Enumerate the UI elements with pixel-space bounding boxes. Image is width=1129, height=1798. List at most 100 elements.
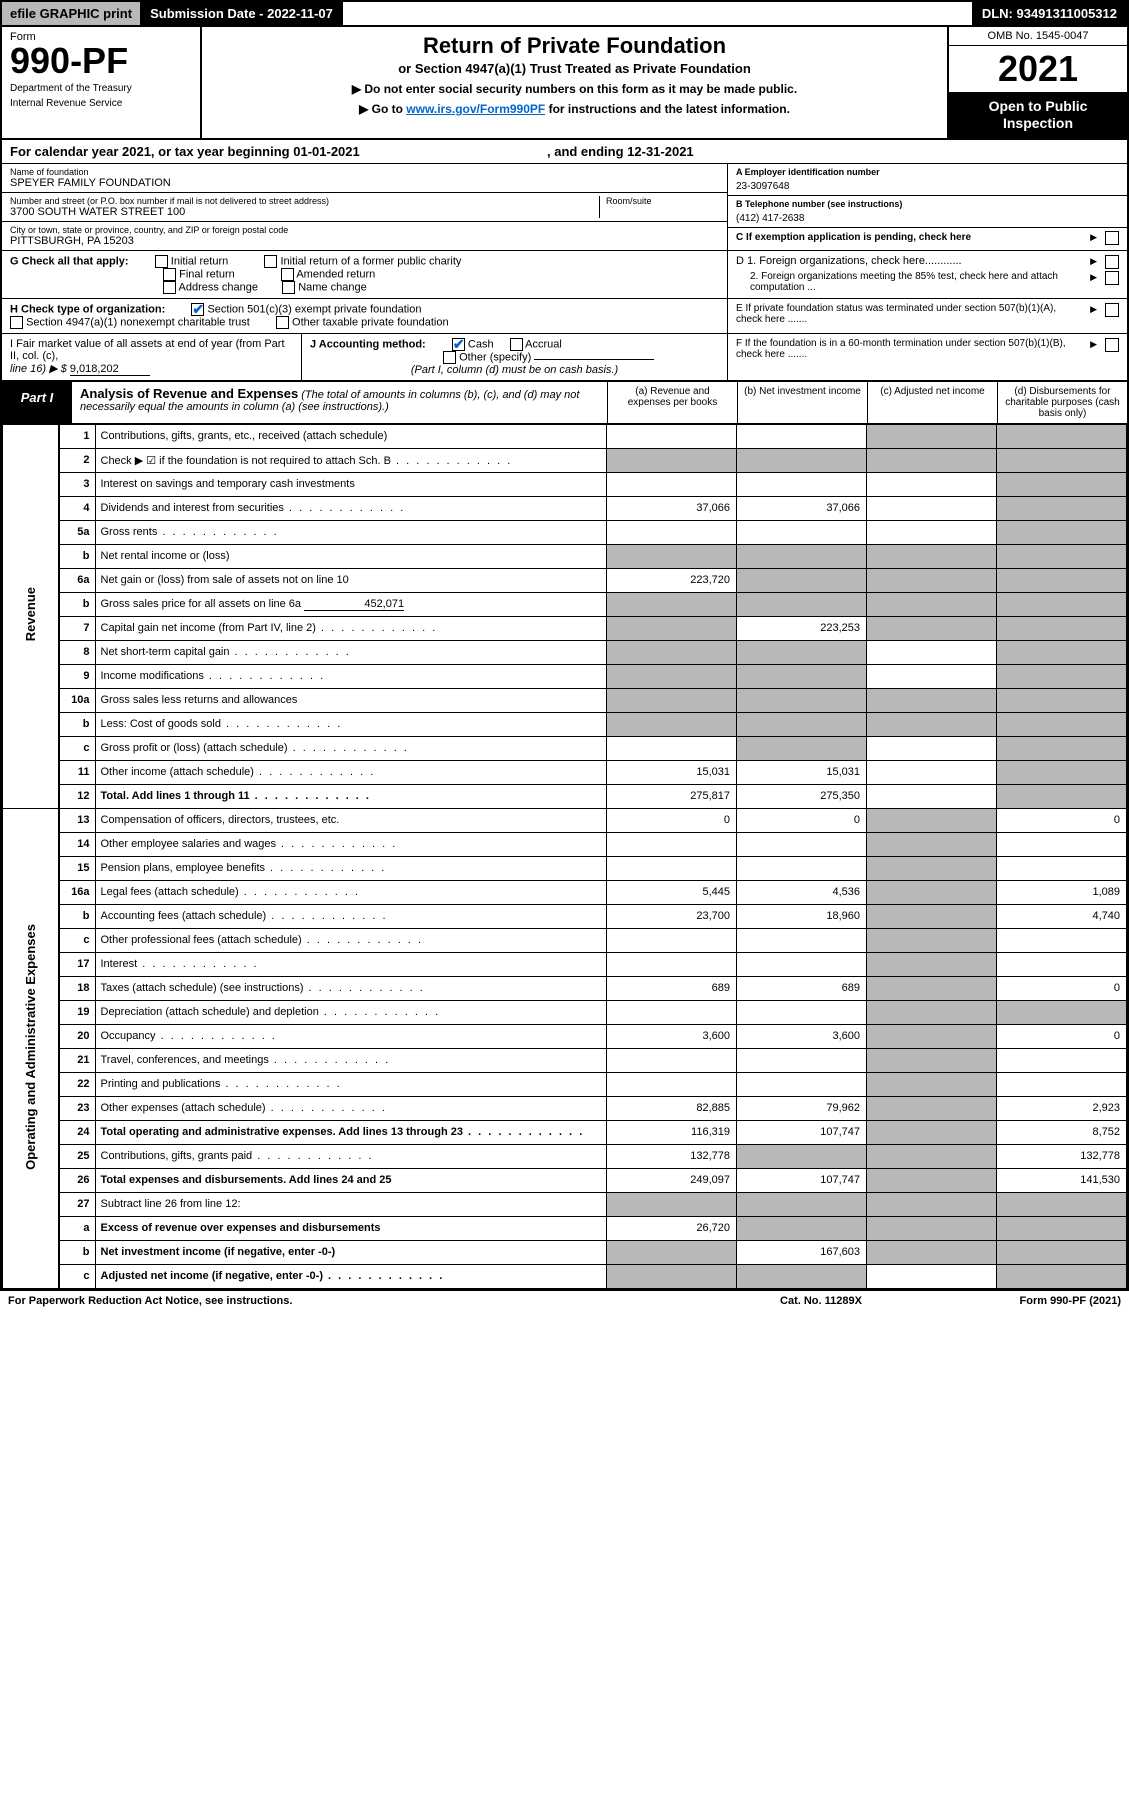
dept-irs: Internal Revenue Service	[10, 98, 192, 109]
form-instruction-2: ▶ Go to www.irs.gov/Form990PF for instru…	[210, 102, 939, 116]
f-cell: F If the foundation is in a 60-month ter…	[727, 334, 1127, 380]
g-left: G Check all that apply: Initial return I…	[2, 251, 727, 298]
foundation-name: SPEYER FAMILY FOUNDATION	[10, 177, 719, 189]
h-left: H Check type of organization: Section 50…	[2, 299, 727, 333]
j-label: J Accounting method:	[310, 338, 426, 350]
line-number: 27	[59, 1192, 95, 1216]
cb-cash[interactable]	[452, 338, 465, 351]
amt-cell: 0	[607, 808, 737, 832]
opt-other: Other (specify)	[459, 351, 531, 363]
cb-amended[interactable]	[281, 268, 294, 281]
subdate-label: Submission Date -	[150, 6, 267, 21]
amt-cell: 1,089	[997, 880, 1127, 904]
form-instruction-1: ▶ Do not enter social security numbers o…	[210, 82, 939, 96]
line-number: 14	[59, 832, 95, 856]
cb-other-taxable[interactable]	[276, 316, 289, 329]
footer-formref: Form 990-PF (2021)	[921, 1295, 1121, 1307]
cb-4947[interactable]	[10, 316, 23, 329]
line-desc: Other income (attach schedule)	[95, 760, 607, 784]
line-number: b	[59, 712, 95, 736]
amt-cell: 2,923	[997, 1096, 1127, 1120]
amt-cell	[607, 928, 737, 952]
amt-cell	[737, 472, 867, 496]
i-value: 9,018,202	[70, 363, 150, 376]
amt-cell	[737, 544, 867, 568]
opt-4947: Section 4947(a)(1) nonexempt charitable …	[26, 316, 250, 328]
amt-cell	[737, 640, 867, 664]
line-number: 18	[59, 976, 95, 1000]
arrow-icon	[1090, 255, 1099, 269]
amt-cell	[867, 976, 997, 1000]
c-label: C If exemption application is pending, c…	[736, 232, 1084, 243]
amt-cell	[607, 736, 737, 760]
amt-cell	[997, 832, 1127, 856]
amt-cell: 132,778	[997, 1144, 1127, 1168]
cb-initial[interactable]	[155, 255, 168, 268]
amt-cell	[737, 568, 867, 592]
amt-cell	[737, 424, 867, 448]
amt-cell	[607, 544, 737, 568]
amt-cell	[867, 1048, 997, 1072]
checkbox-c[interactable]	[1105, 231, 1119, 245]
amt-cell	[997, 688, 1127, 712]
spacer	[343, 2, 972, 25]
cb-final[interactable]	[163, 268, 176, 281]
arrow-icon	[1090, 232, 1099, 243]
line-desc: Gross sales less returns and allowances	[95, 688, 607, 712]
cb-name[interactable]	[282, 281, 295, 294]
line-number: 25	[59, 1144, 95, 1168]
line-desc: Legal fees (attach schedule)	[95, 880, 607, 904]
checkbox-d2[interactable]	[1105, 271, 1119, 285]
opt-name: Name change	[298, 281, 367, 293]
section-c-cell: C If exemption application is pending, c…	[728, 228, 1127, 248]
amt-cell: 689	[737, 976, 867, 1000]
line-desc: Travel, conferences, and meetings	[95, 1048, 607, 1072]
amt-cell	[997, 496, 1127, 520]
amt-cell: 3,600	[737, 1024, 867, 1048]
checkbox-d1[interactable]	[1105, 255, 1119, 269]
line-desc: Net investment income (if negative, ente…	[95, 1240, 607, 1264]
cb-other[interactable]	[443, 351, 456, 364]
line-desc: Income modifications	[95, 664, 607, 688]
amt-cell	[737, 448, 867, 472]
goto-suffix: for instructions and the latest informat…	[545, 102, 790, 116]
submission-date: Submission Date - 2022-11-07	[140, 2, 343, 25]
ein-label: A Employer identification number	[736, 167, 1119, 177]
amt-cell: 4,536	[737, 880, 867, 904]
line-desc: Check ▶ ☑ if the foundation is not requi…	[95, 448, 607, 472]
amt-cell	[607, 448, 737, 472]
cb-initial-former[interactable]	[264, 255, 277, 268]
line-number: 9	[59, 664, 95, 688]
g-row: G Check all that apply: Initial return I…	[2, 251, 1127, 299]
checkbox-e[interactable]	[1105, 303, 1119, 317]
line-desc: Printing and publications	[95, 1072, 607, 1096]
cb-address[interactable]	[163, 281, 176, 294]
line-number: c	[59, 928, 95, 952]
e-right: E If private foundation status was termi…	[727, 299, 1127, 333]
amt-cell	[867, 496, 997, 520]
line-desc: Interest on savings and temporary cash i…	[95, 472, 607, 496]
amt-cell	[867, 472, 997, 496]
opt-amended: Amended return	[296, 268, 375, 280]
amt-cell: 0	[737, 808, 867, 832]
amt-cell	[607, 1048, 737, 1072]
line-desc: Less: Cost of goods sold	[95, 712, 607, 736]
dln-label: DLN:	[982, 6, 1017, 21]
line-desc: Depreciation (attach schedule) and deple…	[95, 1000, 607, 1024]
cb-accrual[interactable]	[510, 338, 523, 351]
irs-link[interactable]: www.irs.gov/Form990PF	[406, 102, 545, 116]
checkbox-f[interactable]	[1105, 338, 1119, 352]
footer: For Paperwork Reduction Act Notice, see …	[0, 1291, 1129, 1311]
cal-end: 12-31-2021	[627, 144, 694, 159]
line-number: 4	[59, 496, 95, 520]
opt-final: Final return	[179, 268, 235, 280]
amt-cell	[867, 1096, 997, 1120]
amt-cell: 79,962	[737, 1096, 867, 1120]
amt-cell	[997, 1000, 1127, 1024]
amt-cell	[867, 448, 997, 472]
line-desc: Occupancy	[95, 1024, 607, 1048]
col-b-head: (b) Net investment income	[737, 382, 867, 423]
amt-cell: 18,960	[737, 904, 867, 928]
amt-cell	[607, 1000, 737, 1024]
cb-501c3[interactable]	[191, 303, 204, 316]
